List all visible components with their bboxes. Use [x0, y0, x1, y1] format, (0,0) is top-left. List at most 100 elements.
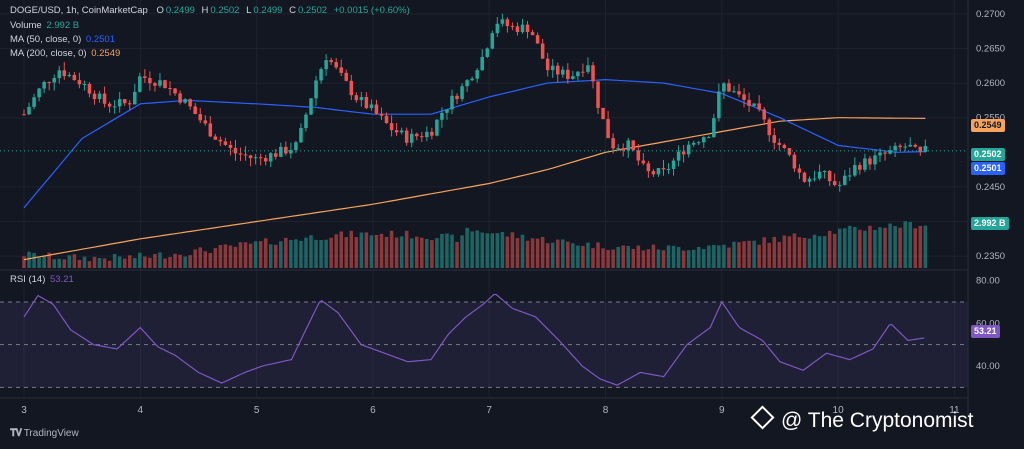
- volume-bar: [732, 241, 736, 268]
- candle-body: [223, 141, 228, 145]
- volume-bar: [430, 240, 434, 268]
- candlestick-series: [22, 13, 928, 192]
- candle-body: [243, 154, 248, 156]
- ma200-legend[interactable]: MA (200, close, 0) 0.2549: [10, 48, 120, 59]
- candle-body: [274, 153, 278, 157]
- candle-body: [117, 99, 122, 107]
- volume-bar: [52, 259, 56, 268]
- candle-body: [641, 160, 646, 164]
- candle-body: [218, 139, 223, 142]
- rsi-legend[interactable]: RSI (14) 53.21: [10, 274, 74, 285]
- candle-body: [842, 175, 847, 185]
- ma50-legend[interactable]: MA (50, close, 0) 0.2501: [10, 34, 115, 45]
- candle-body: [908, 144, 912, 147]
- volume-bar: [893, 226, 897, 268]
- ma200-path: [23, 117, 926, 261]
- time-tick-label: 5: [254, 405, 260, 416]
- volume-bar: [495, 233, 500, 268]
- volume-bar: [213, 248, 218, 268]
- volume-legend[interactable]: Volume 2.992 B: [10, 20, 79, 31]
- candle-body: [253, 157, 258, 159]
- volume-bar: [752, 240, 756, 268]
- candle-body: [752, 103, 756, 106]
- volume-bar: [394, 237, 399, 268]
- volume-bar: [133, 258, 137, 268]
- rsi-line: [23, 293, 925, 386]
- candle-body: [178, 93, 182, 103]
- candle-body: [158, 80, 162, 86]
- volume-bar: [712, 244, 716, 268]
- volume-bar: [812, 234, 817, 268]
- candle-body: [561, 69, 565, 75]
- volume-bar: [62, 259, 67, 268]
- volume-bar: [339, 231, 343, 268]
- volume-bar: [183, 256, 187, 268]
- candle-body: [52, 78, 56, 83]
- rsi-label: RSI (14): [10, 274, 46, 285]
- volume-bar: [248, 243, 253, 268]
- candle-body: [27, 106, 31, 115]
- volume-bar: [878, 227, 882, 268]
- volume-bar: [82, 256, 87, 268]
- volume-bar: [591, 248, 595, 268]
- rsi-axis[interactable]: 80.00 60.00 40.00: [976, 276, 1000, 372]
- volume-bar: [127, 255, 132, 268]
- volume-bar: [414, 236, 419, 268]
- volume-bar: [702, 249, 706, 268]
- candle-body: [238, 153, 243, 155]
- volume-bar: [77, 259, 82, 268]
- volume-bar: [898, 227, 902, 268]
- volume-bar: [253, 241, 258, 268]
- tradingview-logo[interactable]: 𝐓𝐕 TradingView: [10, 428, 79, 439]
- volume-bar: [198, 247, 202, 268]
- candle-body: [762, 109, 766, 120]
- volume-bar: [153, 253, 157, 268]
- volume-bar: [832, 233, 837, 268]
- volume-bar: [696, 246, 701, 268]
- volume-bar: [596, 242, 600, 268]
- volume-bar: [369, 235, 374, 268]
- price-tick-label: 0.2600: [976, 78, 1005, 89]
- volume-bar: [858, 229, 862, 268]
- time-axis[interactable]: 3 4 5 6 7 8 9 10 11: [21, 405, 960, 416]
- candle-body: [712, 118, 716, 138]
- candle-body: [440, 112, 444, 120]
- candle-body: [621, 148, 625, 151]
- close-value: 0.2502: [297, 5, 328, 16]
- volume-bar: [742, 241, 746, 268]
- candle-body: [460, 86, 464, 99]
- price-tick-label: 0.2450: [976, 182, 1005, 193]
- candle-body: [596, 81, 600, 108]
- candle-body: [757, 103, 761, 110]
- volume-bar: [274, 244, 278, 268]
- candle-body: [349, 80, 354, 96]
- candle-body: [878, 152, 882, 156]
- time-tick-label: 7: [486, 405, 492, 416]
- open-value: 0.2499: [165, 5, 195, 16]
- volume-bar: [22, 256, 26, 268]
- volume-bar: [505, 236, 510, 268]
- candle-body: [707, 137, 711, 139]
- tradingview-icon: 𝐓𝐕: [10, 428, 22, 439]
- volume-bar: [27, 251, 31, 268]
- volume-bar: [727, 247, 731, 268]
- time-tick-label: 8: [603, 405, 609, 416]
- candle-body: [369, 104, 374, 109]
- volume-bar: [32, 252, 36, 268]
- volume-bar: [314, 239, 318, 268]
- candle-body: [138, 76, 142, 92]
- candle-body: [525, 24, 530, 33]
- candle-body: [611, 138, 615, 149]
- candle-body: [228, 144, 233, 148]
- volume-bar: [404, 230, 409, 268]
- volume-bar: [319, 240, 323, 268]
- watermark-text: @ The Cryptonomist: [781, 409, 974, 432]
- candle-body: [112, 106, 117, 108]
- candle-body: [470, 78, 474, 81]
- symbol-label[interactable]: DOGE/USD, 1h, CoinMarketCap: [10, 5, 148, 16]
- volume-bar: [913, 228, 918, 268]
- candle-body: [822, 170, 827, 172]
- volume-bar: [636, 245, 641, 268]
